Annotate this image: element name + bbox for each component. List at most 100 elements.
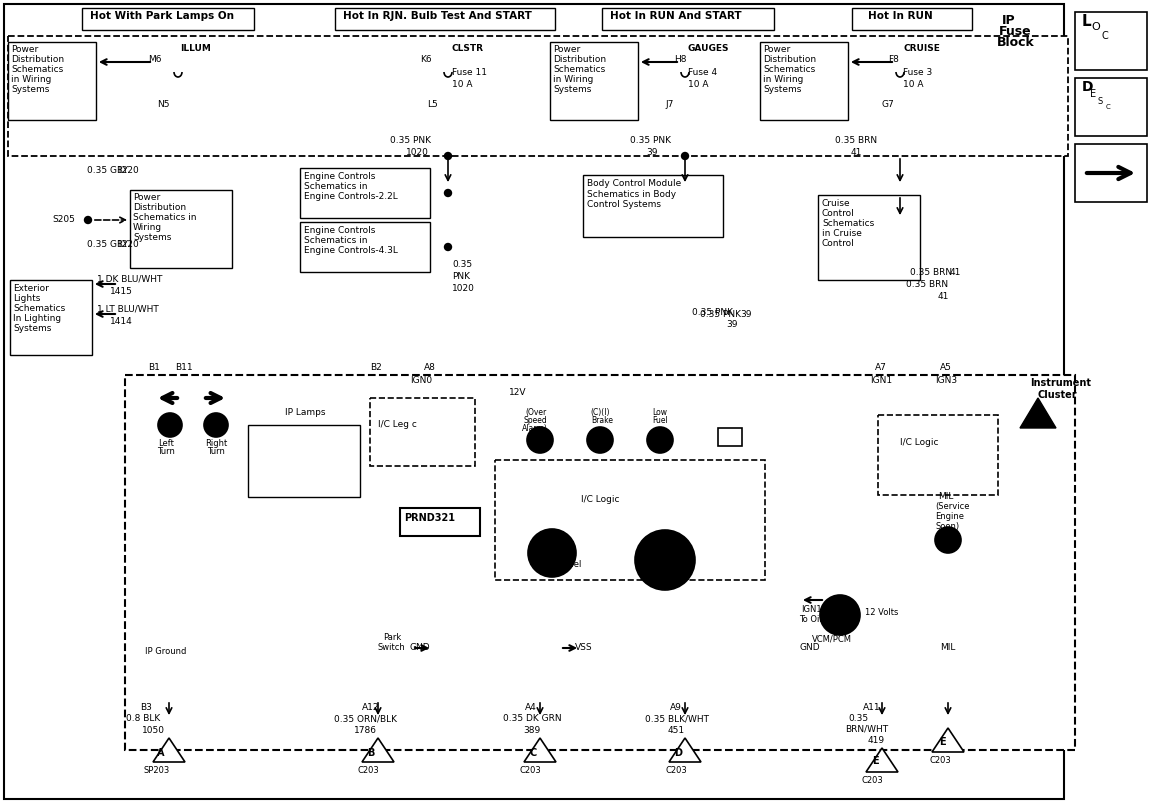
Bar bbox=[818, 195, 921, 280]
Text: Schematics in: Schematics in bbox=[133, 213, 196, 222]
Text: Schematics in: Schematics in bbox=[304, 236, 367, 245]
Text: 0.35 GRY: 0.35 GRY bbox=[87, 166, 128, 175]
Text: E: E bbox=[1090, 89, 1096, 99]
Text: 1414: 1414 bbox=[110, 317, 133, 326]
Text: L5: L5 bbox=[427, 100, 438, 109]
Polygon shape bbox=[932, 728, 964, 752]
Text: Hot In RUN: Hot In RUN bbox=[869, 11, 933, 21]
Bar bbox=[718, 428, 742, 446]
Text: Control: Control bbox=[822, 209, 855, 218]
Text: 41: 41 bbox=[851, 148, 863, 157]
Text: IP Lamps: IP Lamps bbox=[285, 408, 326, 417]
Text: N5: N5 bbox=[157, 100, 170, 109]
Text: Power: Power bbox=[12, 45, 38, 54]
Text: ILLUM: ILLUM bbox=[180, 44, 211, 53]
Bar bbox=[300, 222, 430, 272]
Text: IGN1: IGN1 bbox=[802, 605, 821, 614]
Text: Lights: Lights bbox=[13, 294, 40, 303]
Text: 41: 41 bbox=[938, 292, 949, 301]
Text: Body Control Module: Body Control Module bbox=[587, 179, 681, 188]
Text: Schematics in: Schematics in bbox=[304, 182, 367, 191]
Circle shape bbox=[445, 189, 452, 197]
Circle shape bbox=[293, 428, 316, 452]
Text: Power: Power bbox=[553, 45, 580, 54]
Text: Fuse: Fuse bbox=[999, 25, 1031, 38]
Text: Distribution: Distribution bbox=[553, 55, 606, 64]
Text: 0.35 DK GRN: 0.35 DK GRN bbox=[502, 714, 561, 723]
Bar bbox=[760, 42, 848, 120]
Text: E: E bbox=[939, 737, 945, 747]
Text: (C)(I): (C)(I) bbox=[590, 408, 610, 417]
Text: C: C bbox=[529, 748, 537, 758]
Text: Speedometer: Speedometer bbox=[640, 573, 692, 582]
Text: Engine Controls-2.2L: Engine Controls-2.2L bbox=[304, 192, 397, 201]
Text: Speed: Speed bbox=[524, 416, 547, 425]
Text: A12: A12 bbox=[362, 703, 380, 712]
Bar bbox=[10, 280, 92, 355]
Bar bbox=[878, 415, 998, 495]
Bar bbox=[335, 8, 556, 30]
Text: in Wiring: in Wiring bbox=[763, 75, 804, 84]
Text: SP203: SP203 bbox=[143, 766, 170, 775]
Text: Control: Control bbox=[822, 239, 855, 248]
Text: 0.35 PNK: 0.35 PNK bbox=[700, 310, 742, 319]
Text: 0.35 BRN: 0.35 BRN bbox=[910, 268, 952, 277]
Text: Schematics: Schematics bbox=[13, 304, 65, 313]
Circle shape bbox=[253, 428, 277, 452]
Text: Engine Controls: Engine Controls bbox=[304, 226, 375, 235]
Text: 41: 41 bbox=[951, 268, 961, 277]
Text: 39: 39 bbox=[726, 320, 738, 329]
Text: B: B bbox=[367, 748, 374, 758]
Text: A7: A7 bbox=[875, 363, 887, 372]
Text: (Service: (Service bbox=[936, 502, 969, 511]
Text: C203: C203 bbox=[930, 756, 952, 765]
Text: To Oil: To Oil bbox=[799, 615, 821, 624]
Text: Power: Power bbox=[763, 45, 790, 54]
Bar bbox=[602, 8, 774, 30]
Text: in Wiring: in Wiring bbox=[553, 75, 594, 84]
Text: 1786: 1786 bbox=[353, 726, 377, 735]
Text: Engine: Engine bbox=[936, 512, 964, 521]
Bar bbox=[300, 168, 430, 218]
Text: Distribution: Distribution bbox=[12, 55, 65, 64]
Text: A4: A4 bbox=[526, 703, 537, 712]
Text: Systems: Systems bbox=[553, 85, 591, 94]
Text: I/C Logic: I/C Logic bbox=[900, 438, 939, 447]
Text: 0.35 BRN: 0.35 BRN bbox=[906, 280, 948, 289]
Text: MIL: MIL bbox=[938, 492, 953, 501]
Bar bbox=[125, 375, 1075, 750]
Text: VCM/PCM: VCM/PCM bbox=[812, 635, 852, 644]
Text: 12 Volts: 12 Volts bbox=[865, 608, 899, 617]
Text: VSS: VSS bbox=[575, 643, 593, 652]
Text: Schematics: Schematics bbox=[822, 219, 874, 228]
Text: (Over: (Over bbox=[526, 408, 546, 417]
Text: B1: B1 bbox=[148, 363, 159, 372]
Text: Schematics in Body: Schematics in Body bbox=[587, 190, 676, 199]
Text: Cluster: Cluster bbox=[1038, 390, 1078, 400]
Text: 389: 389 bbox=[523, 726, 541, 735]
Text: H8: H8 bbox=[675, 55, 686, 64]
Text: Systems: Systems bbox=[763, 85, 802, 94]
Text: Systems: Systems bbox=[133, 233, 171, 242]
Bar bbox=[370, 398, 475, 466]
Text: IP Ground: IP Ground bbox=[146, 647, 186, 656]
Text: Schematics: Schematics bbox=[12, 65, 64, 74]
Text: Exterior: Exterior bbox=[13, 284, 49, 293]
Text: 1020: 1020 bbox=[407, 148, 429, 157]
Text: Brake: Brake bbox=[591, 416, 613, 425]
Text: 0.35 BLK/WHT: 0.35 BLK/WHT bbox=[644, 714, 709, 723]
Circle shape bbox=[333, 428, 357, 452]
Text: Fuel: Fuel bbox=[564, 560, 581, 569]
Text: Fuse 4: Fuse 4 bbox=[688, 68, 717, 77]
Text: 1050: 1050 bbox=[142, 726, 165, 735]
Text: Control Systems: Control Systems bbox=[587, 200, 661, 209]
Circle shape bbox=[84, 217, 91, 223]
Circle shape bbox=[587, 427, 613, 453]
Text: 0.35 PNK: 0.35 PNK bbox=[629, 136, 671, 145]
Text: A11: A11 bbox=[863, 703, 880, 712]
Text: Systems: Systems bbox=[12, 85, 50, 94]
Bar bbox=[550, 42, 638, 120]
Text: ⛽: ⛽ bbox=[541, 543, 547, 556]
Bar bbox=[1075, 12, 1147, 70]
Text: 1020: 1020 bbox=[452, 284, 475, 293]
